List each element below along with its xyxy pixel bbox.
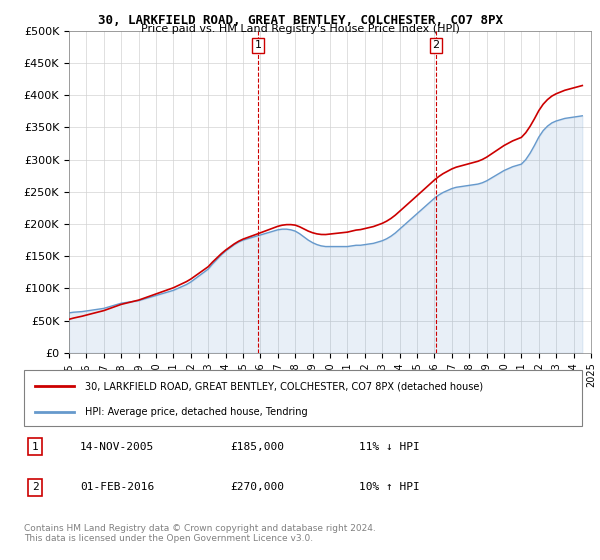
- Text: HPI: Average price, detached house, Tendring: HPI: Average price, detached house, Tend…: [85, 407, 308, 417]
- Text: Contains HM Land Registry data © Crown copyright and database right 2024.
This d: Contains HM Land Registry data © Crown c…: [24, 524, 376, 543]
- Text: 1: 1: [32, 441, 38, 451]
- FancyBboxPatch shape: [24, 370, 582, 426]
- Text: 30, LARKFIELD ROAD, GREAT BENTLEY, COLCHESTER, CO7 8PX (detached house): 30, LARKFIELD ROAD, GREAT BENTLEY, COLCH…: [85, 381, 484, 391]
- Text: 10% ↑ HPI: 10% ↑ HPI: [359, 483, 419, 492]
- Text: 11% ↓ HPI: 11% ↓ HPI: [359, 441, 419, 451]
- Text: 01-FEB-2016: 01-FEB-2016: [80, 483, 154, 492]
- Text: 1: 1: [254, 40, 262, 50]
- Text: 14-NOV-2005: 14-NOV-2005: [80, 441, 154, 451]
- Text: Price paid vs. HM Land Registry's House Price Index (HPI): Price paid vs. HM Land Registry's House …: [140, 24, 460, 34]
- Text: £185,000: £185,000: [230, 441, 284, 451]
- Text: £270,000: £270,000: [230, 483, 284, 492]
- Text: 2: 2: [32, 483, 38, 492]
- Text: 30, LARKFIELD ROAD, GREAT BENTLEY, COLCHESTER, CO7 8PX: 30, LARKFIELD ROAD, GREAT BENTLEY, COLCH…: [97, 14, 503, 27]
- Text: 2: 2: [432, 40, 439, 50]
